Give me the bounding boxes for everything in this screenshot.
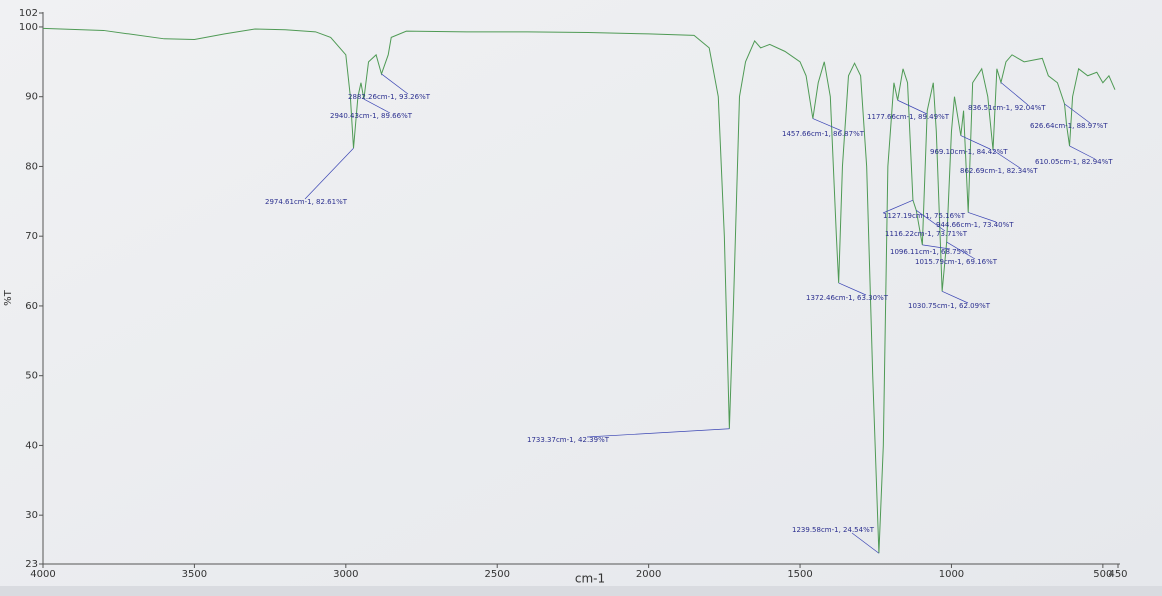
annotation-label: 1239.58cm-1, 24.54%T — [792, 526, 875, 534]
annotation-label: 2974.61cm-1, 82.61%T — [265, 198, 348, 206]
annotation-label: 1457.66cm-1, 86.87%T — [782, 130, 865, 138]
x-tick-label: 450 — [1108, 569, 1127, 580]
annotation-leader — [960, 135, 991, 150]
y-tick-label: 80 — [25, 161, 38, 172]
annotation-label: 1096.11cm-1, 68.75%T — [890, 248, 973, 256]
annotation-label: 626.64cm-1, 88.97%T — [1030, 122, 1108, 130]
annotation-label: 969.10cm-1, 84.42%T — [930, 148, 1008, 156]
annotation-label: 944.66cm-1, 73.40%T — [936, 221, 1014, 229]
annotation-leader — [916, 210, 946, 232]
annotation-leader — [851, 532, 880, 554]
annotation-label: 2882.26cm-1, 93.26%T — [348, 93, 431, 101]
annotation-leader — [586, 428, 730, 438]
y-tick-label: 102 — [19, 8, 38, 19]
y-tick-label: 40 — [25, 440, 38, 451]
annotation-leader — [1000, 82, 1029, 106]
annotation-leader — [922, 244, 951, 250]
y-tick-label: 30 — [25, 510, 38, 521]
annotation-leader — [1069, 145, 1096, 160]
annotation-label: 1372.46cm-1, 63.30%T — [806, 294, 889, 302]
annotation-leader — [941, 291, 969, 304]
y-tick-label: 100 — [19, 22, 38, 33]
annotation-leader — [381, 73, 409, 95]
annotation-label: 1015.79cm-1, 69.16%T — [915, 258, 998, 266]
annotation-label: 862.69cm-1, 82.34%T — [960, 167, 1038, 175]
y-tick-label: 60 — [25, 301, 38, 312]
x-tick-label: 2500 — [484, 569, 509, 580]
annotation-label: 1733.37cm-1, 42.39%T — [527, 436, 610, 444]
x-tick-label: 3500 — [182, 569, 207, 580]
annotation-label: 1116.22cm-1, 73.71%T — [885, 230, 968, 238]
annotation-leader — [946, 241, 976, 260]
y-tick-label: 90 — [25, 92, 38, 103]
x-tick-label: 1000 — [939, 569, 964, 580]
annotation-label: 1177.66cm-1, 89.49%T — [867, 113, 950, 121]
y-tick-label: 70 — [25, 231, 38, 242]
annotation-leader — [812, 118, 843, 132]
annotation-leader — [838, 282, 867, 296]
x-tick-label: 4000 — [30, 569, 55, 580]
annotation-label: 610.05cm-1, 82.94%T — [1035, 158, 1113, 166]
spectrum-line — [42, 27, 1116, 554]
annotation-label: 836.51cm-1, 92.04%T — [968, 104, 1046, 112]
annotation-leader — [304, 147, 354, 200]
x-tick-label: 3000 — [333, 569, 358, 580]
annotation-label: 2940.43cm-1, 89.66%T — [330, 112, 413, 120]
annotation-leader — [363, 98, 391, 114]
annotation-leader — [968, 212, 997, 223]
bottom-strip — [0, 586, 1162, 596]
y-axis-label: %T — [3, 289, 14, 306]
x-tick-label: 2000 — [636, 569, 661, 580]
annotation-leader — [992, 149, 1021, 169]
y-tick-label: 50 — [25, 371, 38, 382]
annotation-label: 1030.75cm-1, 62.09%T — [908, 302, 991, 310]
annotation-leader — [897, 99, 928, 115]
x-tick-label: 500 — [1093, 569, 1112, 580]
annotation-leader — [882, 199, 914, 214]
annotation-leader — [1064, 103, 1091, 124]
x-tick-label: 1500 — [787, 569, 812, 580]
y-tick-label: 23 — [25, 559, 38, 570]
x-axis-label: cm-1 — [575, 572, 605, 586]
